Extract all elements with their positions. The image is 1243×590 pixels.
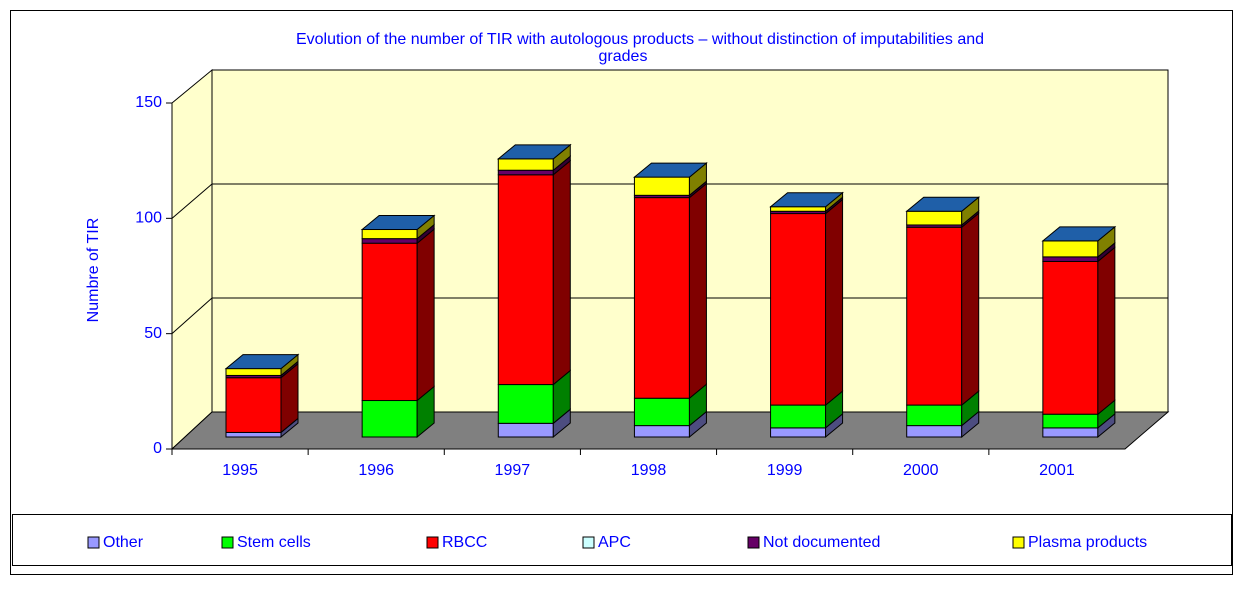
bar-segment xyxy=(906,404,963,427)
x-tick-label: 1998 xyxy=(631,462,667,479)
bar-segment xyxy=(497,158,554,171)
legend-box xyxy=(12,514,1232,566)
bar-segment xyxy=(633,176,690,196)
chart-title: Evolution of the number of TIR with auto… xyxy=(296,31,984,65)
bar-segment xyxy=(361,229,418,240)
y-tick-label: 0 xyxy=(153,440,162,457)
legend-swatch xyxy=(87,536,100,549)
legend-swatch xyxy=(582,536,595,549)
bar-segment xyxy=(497,174,554,386)
legend-label: Other xyxy=(103,534,144,551)
bar-top xyxy=(633,162,708,178)
bar-segment xyxy=(770,213,827,406)
side-wall xyxy=(171,68,213,451)
bar-top xyxy=(769,192,844,208)
bar-segment xyxy=(497,384,554,424)
bar-segment xyxy=(225,431,282,438)
bar-segment xyxy=(770,404,827,429)
bar-top xyxy=(224,354,300,370)
legend-swatch xyxy=(221,536,234,549)
bar-segment xyxy=(1042,413,1099,429)
bar-segment xyxy=(497,169,554,176)
legend-swatch xyxy=(1012,536,1025,549)
bar-top xyxy=(360,215,436,231)
bar-segment xyxy=(1042,240,1099,258)
bar-segment xyxy=(1042,260,1099,415)
bar-segment xyxy=(497,422,554,438)
bar-side xyxy=(688,182,707,400)
x-tick-label: 1999 xyxy=(767,462,803,479)
x-tick-label: 1997 xyxy=(495,462,531,479)
bar-side xyxy=(416,228,435,402)
x-tick-label: 1996 xyxy=(358,462,394,479)
bar-segment xyxy=(361,400,418,438)
legend-swatch xyxy=(747,536,760,549)
bar-top xyxy=(496,144,572,160)
bar-side xyxy=(552,159,571,386)
bar-side xyxy=(1097,246,1116,416)
x-tick-label: 2001 xyxy=(1039,462,1075,479)
y-tick-label: 100 xyxy=(135,210,162,227)
bar-segment xyxy=(1042,256,1099,262)
bar-segment xyxy=(1042,427,1099,438)
bar-segment xyxy=(633,197,690,399)
legend-swatch xyxy=(426,536,439,549)
legend-label: Not documented xyxy=(763,534,880,551)
bar-segment xyxy=(633,397,690,427)
bar-top xyxy=(1041,226,1117,242)
bar-top xyxy=(905,196,981,212)
legend-label: RBCC xyxy=(442,534,487,551)
bar-segment xyxy=(225,368,282,376)
grid-line-side xyxy=(171,297,213,335)
x-tick-label: 2000 xyxy=(903,462,939,479)
bar-segment xyxy=(770,427,827,438)
bar-segment xyxy=(770,206,827,212)
legend-label: APC xyxy=(598,534,631,551)
bar-segment xyxy=(633,425,690,438)
legend-label: Plasma products xyxy=(1028,534,1147,551)
y-tick-label: 50 xyxy=(144,325,162,342)
bar-segment xyxy=(361,242,418,402)
bar-side xyxy=(825,198,844,407)
bar-segment xyxy=(906,226,963,406)
y-axis-label: Numbre of TIR xyxy=(85,218,102,323)
x-tick-label: 1995 xyxy=(222,462,258,479)
bar-segment xyxy=(361,238,418,244)
bar-segment xyxy=(906,425,963,438)
grid-line-side xyxy=(171,183,213,219)
bar-segment xyxy=(225,377,282,433)
bar-segment xyxy=(906,210,963,226)
legend-label: Stem cells xyxy=(237,534,311,551)
bar-side xyxy=(961,212,980,407)
y-tick-label: 150 xyxy=(135,94,162,111)
